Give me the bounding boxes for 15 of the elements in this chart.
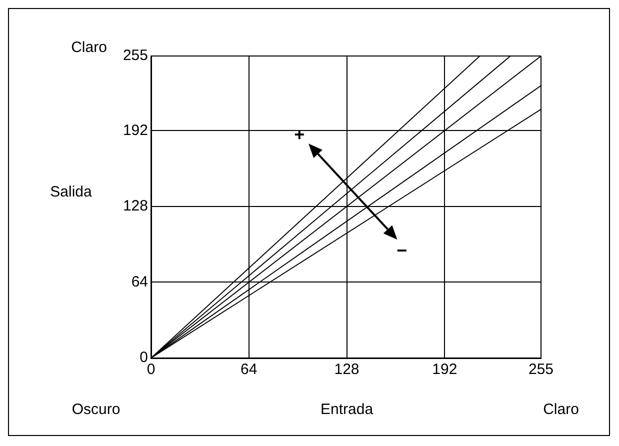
- y-tick-label: 0: [140, 349, 148, 366]
- y-tick-label: 255: [122, 47, 148, 64]
- annotation: −: [396, 240, 408, 260]
- y-tick-label: 128: [122, 198, 148, 215]
- x-axis-title: Entrada: [320, 401, 374, 418]
- x-tick-label: 64: [240, 361, 258, 378]
- y-tick-label: 64: [131, 273, 148, 290]
- text: Claro: [543, 401, 579, 418]
- y-tick-label: 192: [122, 122, 148, 139]
- x-tick-label: 128: [334, 361, 360, 378]
- text: Oscuro: [72, 401, 120, 418]
- x-tick-label: 255: [528, 361, 554, 378]
- y-axis-title: Salida: [50, 183, 93, 200]
- x-tick-label: 192: [432, 361, 458, 378]
- text: Claro: [71, 39, 107, 56]
